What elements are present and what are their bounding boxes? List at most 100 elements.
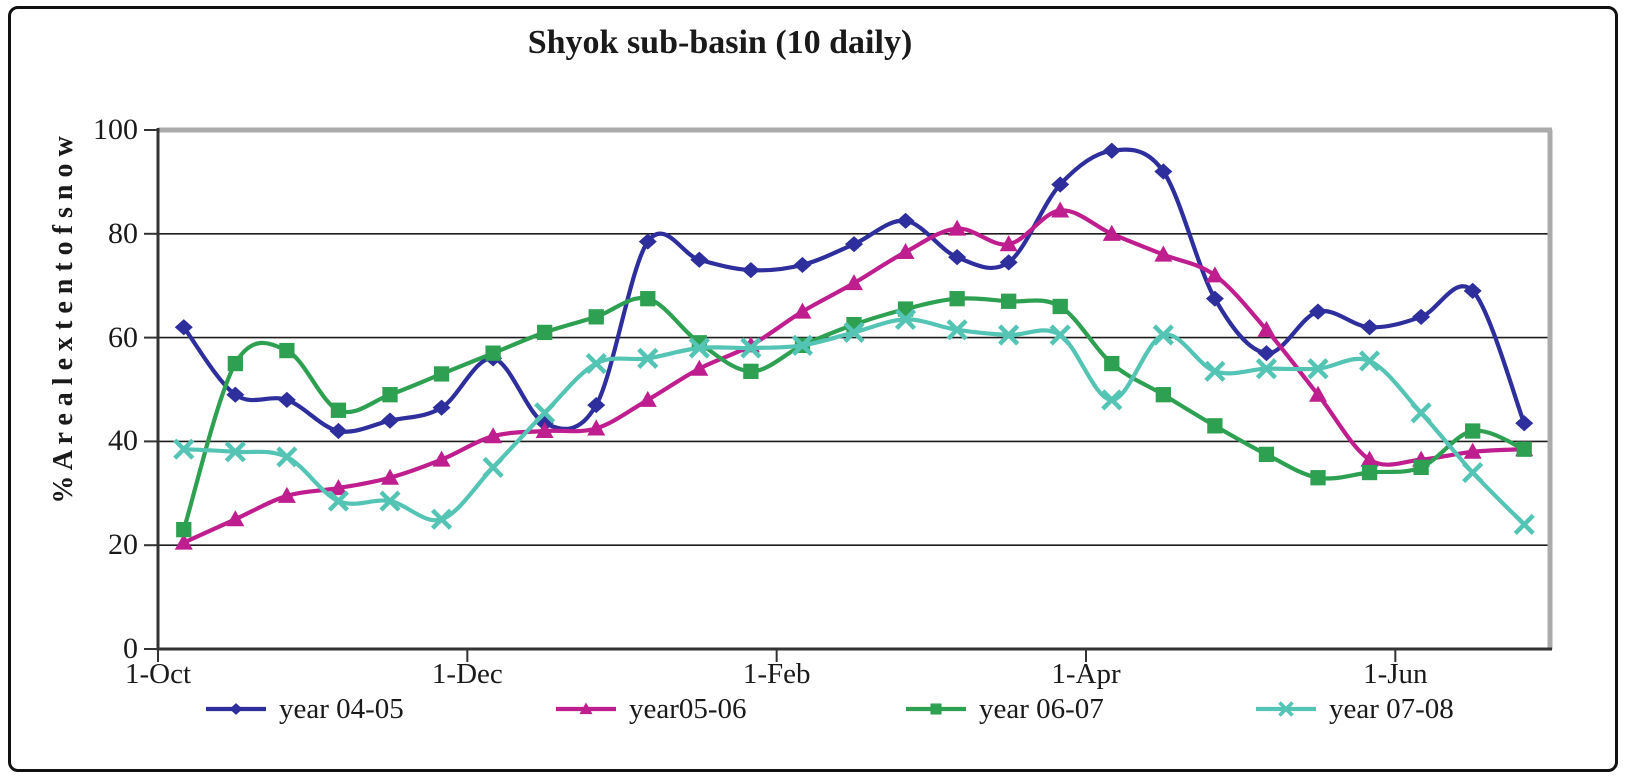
- marker-x: [1255, 358, 1278, 380]
- marker-square: [485, 345, 501, 361]
- legend-entry-year05-06: year05-06: [555, 692, 747, 726]
- marker-square: [330, 402, 347, 418]
- legend-entry-year-06-07: year 06-07: [905, 692, 1104, 726]
- marker-triangle: [1360, 450, 1379, 467]
- y-tick-label: 80: [108, 216, 138, 250]
- marker-square: [1207, 418, 1223, 434]
- marker-x: [224, 441, 246, 463]
- marker-triangle: [1309, 385, 1327, 402]
- marker-square: [743, 363, 759, 379]
- marker-triangle: [432, 450, 451, 467]
- y-tick-label: 20: [108, 528, 138, 562]
- marker-diamond: [1412, 308, 1431, 325]
- marker-square: [433, 366, 450, 382]
- marker-x: [276, 446, 298, 468]
- marker-square: [588, 309, 604, 325]
- marker-triangle: [587, 419, 606, 436]
- marker-diamond: [999, 254, 1018, 271]
- marker-triangle: [1154, 245, 1173, 262]
- marker-diamond: [948, 249, 967, 266]
- marker-triangle: [535, 422, 554, 439]
- marker-diamond: [381, 412, 399, 429]
- marker-square: [1258, 446, 1275, 463]
- marker-x: [173, 438, 195, 460]
- marker-diamond: [174, 319, 193, 336]
- marker-square: [1413, 459, 1429, 475]
- marker-x: [688, 337, 710, 359]
- marker-x: [327, 490, 350, 512]
- marker-square: [1104, 355, 1120, 372]
- marker-diamond: [1463, 282, 1482, 299]
- marker-x: [740, 337, 762, 359]
- marker-diamond: [329, 422, 348, 440]
- marker-x: [482, 456, 504, 478]
- marker-x: [534, 402, 556, 424]
- marker-square: [382, 387, 398, 403]
- marker-x: [379, 490, 401, 512]
- marker-triangle: [1102, 224, 1121, 241]
- marker-triangle: [329, 479, 348, 496]
- marker-x: [791, 334, 814, 356]
- marker-x: [1049, 324, 1071, 346]
- marker-diamond: [638, 233, 657, 250]
- marker-diamond: [690, 251, 709, 268]
- marker-diamond: [845, 236, 863, 253]
- marker-x: [1152, 324, 1174, 346]
- legend-label: year05-06: [629, 692, 747, 725]
- marker-square: [176, 521, 192, 538]
- legend-label: year 06-07: [979, 692, 1104, 725]
- marker-x: [894, 308, 917, 331]
- marker-x: [430, 508, 453, 530]
- marker-diamond: [226, 386, 245, 403]
- marker-diamond: [741, 262, 760, 279]
- marker-x: [1513, 513, 1535, 536]
- marker-square: [1310, 470, 1326, 486]
- marker-diamond: [1309, 303, 1327, 320]
- marker-x: [1462, 461, 1484, 484]
- marker-triangle: [845, 274, 863, 291]
- marker-diamond: [1154, 163, 1173, 180]
- legend-label: year 07-08: [1329, 692, 1454, 725]
- x-tick-label: 1-Jun: [1363, 658, 1428, 690]
- marker-diamond: [1205, 290, 1224, 307]
- marker-triangle: [896, 242, 915, 259]
- marker-x: [585, 352, 607, 375]
- marker-square: [640, 291, 656, 307]
- y-tick-label: 0: [123, 632, 138, 665]
- series-line-year-07-08: [183, 317, 1526, 526]
- marker-x: [1410, 402, 1432, 424]
- marker-triangle: [1463, 442, 1482, 459]
- marker-diamond: [1051, 176, 1070, 193]
- marker-diamond: [432, 399, 451, 416]
- legend-marker-square: [906, 703, 966, 715]
- marker-triangle: [381, 468, 399, 485]
- marker-x: [1101, 389, 1123, 411]
- marker-x: [998, 324, 1020, 346]
- marker-triangle: [226, 510, 245, 527]
- marker-diamond: [896, 212, 915, 229]
- marker-diamond: [1515, 415, 1534, 432]
- marker-triangle: [1257, 320, 1276, 337]
- legend-label: year 04-05: [279, 692, 404, 725]
- legend-marker-diamond: [206, 703, 266, 715]
- marker-x: [946, 319, 968, 341]
- x-tick-label: 1-Apr: [1051, 658, 1121, 690]
- legend-marker-x: [1256, 701, 1316, 717]
- legend-marker-triangle: [556, 702, 616, 715]
- marker-square: [1361, 464, 1378, 481]
- marker-square: [1052, 298, 1068, 315]
- marker-square: [1465, 423, 1481, 439]
- marker-x: [1358, 350, 1381, 372]
- legend-entry-year-07-08: year 07-08: [1255, 692, 1454, 726]
- marker-triangle: [1051, 201, 1070, 218]
- marker-triangle: [948, 219, 967, 236]
- marker-triangle: [174, 533, 193, 550]
- marker-square: [1516, 441, 1532, 457]
- marker-triangle: [638, 390, 657, 407]
- marker-triangle: [690, 359, 709, 376]
- marker-square: [1001, 293, 1017, 309]
- legend-entry-year-04-05: year 04-05: [205, 692, 404, 726]
- series-line-year05-06: [182, 208, 1525, 545]
